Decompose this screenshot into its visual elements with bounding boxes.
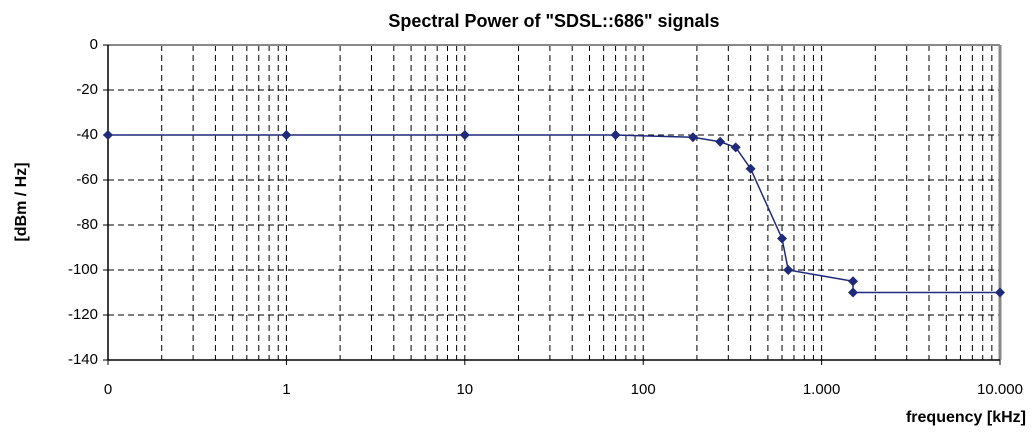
x-tick-label: 1.000: [803, 381, 841, 398]
data-point: [995, 287, 1005, 298]
data-point: [687, 132, 698, 143]
data-point: [848, 276, 859, 287]
y-tick-label: 0: [90, 36, 98, 53]
y-tick-label: -120: [68, 306, 98, 323]
y-tick-label: -20: [76, 81, 98, 98]
x-tick-label: 1: [282, 381, 290, 398]
data-point: [730, 142, 741, 153]
data-point: [715, 136, 726, 147]
x-tick-label: 10.000: [977, 381, 1023, 398]
y-tick-label: -80: [76, 216, 98, 233]
data-point: [103, 130, 113, 140]
x-tick-label: 0: [104, 381, 112, 398]
data-point: [745, 163, 756, 174]
data-point: [783, 265, 794, 275]
x-tick-label: 10: [456, 381, 473, 398]
data-point: [777, 233, 788, 244]
x-tick-label: 100: [631, 381, 656, 398]
y-tick-label: -60: [76, 171, 98, 188]
data-point: [848, 287, 859, 298]
y-tick-label: -40: [76, 126, 98, 143]
y-tick-label: -140: [68, 351, 98, 368]
data-point: [281, 130, 292, 140]
data-point: [459, 130, 470, 140]
x-axis-label: frequency [kHz]: [906, 409, 1026, 426]
series-line: [108, 134, 1000, 294]
y-axis-label: [dBm / Hz]: [13, 162, 30, 241]
y-tick-label: -100: [68, 261, 98, 278]
chart-title: Spectral Power of "SDSL::686" signals: [388, 11, 719, 31]
data-point: [610, 130, 621, 140]
